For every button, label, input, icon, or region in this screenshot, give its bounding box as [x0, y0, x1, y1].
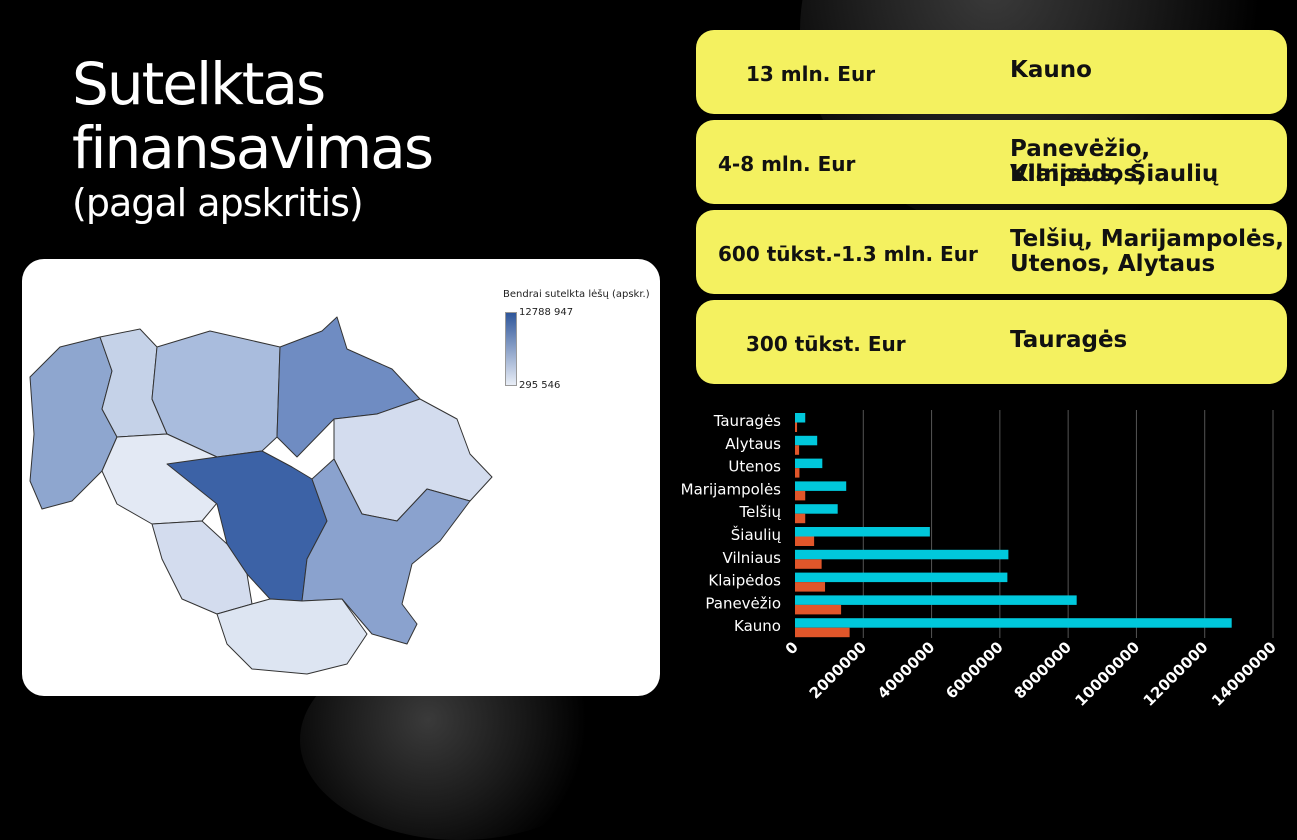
- bar: [795, 481, 847, 491]
- slide-title: Sutelktas finansavimas (pagal apskritis): [72, 52, 632, 226]
- funding-bar-chart: 0 2000000 4000000 6000000 800000010000000120…: [681, 410, 1280, 710]
- category-label: Telšių: [739, 503, 782, 521]
- pill-amount: 300 tūkst. Eur: [746, 332, 906, 356]
- bar: [795, 513, 806, 524]
- map-legend-gradient: [505, 312, 517, 386]
- pill-kauno: 13 mln. Eur Kauno: [696, 30, 1287, 114]
- map-legend-max: 12788 947: [519, 307, 574, 318]
- x-tick-label: 14000000: [1208, 638, 1280, 710]
- bar: [795, 559, 822, 569]
- bar: [795, 458, 823, 469]
- bar: [795, 468, 800, 478]
- x-tick-label: 6000000: [942, 638, 1006, 702]
- category-label: Šiaulių: [731, 525, 782, 544]
- category-label: Klaipėdos: [708, 572, 781, 590]
- pill-region-line-1: Panevėžio, Klaipėdos,: [1010, 136, 1151, 187]
- category-label: Kauno: [734, 617, 781, 635]
- x-tick-label: 2000000: [806, 638, 870, 702]
- pill-amount: 600 tūkst.-1.3 mln. Eur: [718, 242, 978, 266]
- bar: [795, 627, 850, 638]
- choropleth-map-card: Bendrai sutelkta lėšų (apskr.) 12788 947…: [22, 259, 660, 696]
- title-line-1: Sutelktas: [72, 50, 326, 118]
- region-alytaus: [216, 598, 368, 675]
- map-legend-title: Bendrai sutelkta lėšų (apskr.): [503, 289, 650, 300]
- pill-amount: 13 mln. Eur: [746, 62, 876, 86]
- x-tick-label: 0: [782, 638, 802, 658]
- x-tick-label: 10000000: [1071, 638, 1143, 710]
- pill-amount: 4-8 mln. Eur: [718, 152, 856, 176]
- bar: [795, 604, 842, 615]
- pill-telsiu-group: 600 tūkst.-1.3 mln. Eur Telšių, Marijamp…: [696, 210, 1287, 294]
- region-vilniaus: [301, 458, 471, 645]
- bar: [795, 490, 806, 501]
- bar: [795, 527, 930, 537]
- map-legend-min: 295 546: [519, 380, 561, 391]
- title-line-3: (pagal apskritis): [72, 181, 364, 225]
- category-label: Tauragės: [713, 412, 781, 430]
- bar: [795, 413, 806, 423]
- pill-taurages: 300 tūkst. Eur Tauragės: [696, 300, 1287, 384]
- title-line-2: finansavimas: [72, 114, 434, 182]
- pill-region-line-1: Tauragės: [1010, 327, 1128, 353]
- category-label: Utenos: [728, 458, 781, 476]
- bar: [795, 618, 1232, 628]
- bar: [795, 536, 815, 546]
- bar: [795, 582, 826, 592]
- pill-region-line-2: Vilniaus, Šiaulių: [1010, 161, 1219, 187]
- region-klaipedos: [29, 336, 118, 510]
- bar: [795, 435, 818, 446]
- pill-region-line-1: Kauno: [1010, 57, 1092, 83]
- x-tick-label: 12000000: [1140, 638, 1212, 710]
- bar: [795, 422, 798, 432]
- bar: [795, 504, 838, 514]
- pill-region-line-2: Utenos, Alytaus: [1010, 251, 1216, 277]
- x-tick-label: 4000000: [874, 638, 938, 702]
- x-tick-label: 8000000: [1011, 638, 1075, 702]
- pill-region-line-1: Telšių, Marijampolės,: [1010, 226, 1284, 252]
- pill-panevezio-group: 4-8 mln. Eur Panevėžio, Klaipėdos, Vilni…: [696, 120, 1287, 204]
- category-label: Vilniaus: [723, 549, 782, 567]
- bar: [795, 595, 1077, 605]
- lithuania-map: [29, 316, 493, 675]
- category-label: Alytaus: [725, 435, 781, 453]
- bar: [795, 445, 800, 455]
- category-label: Marijampolės: [681, 480, 782, 498]
- category-label: Panevėžio: [705, 594, 781, 612]
- bar: [795, 549, 1009, 560]
- bar: [795, 572, 1008, 583]
